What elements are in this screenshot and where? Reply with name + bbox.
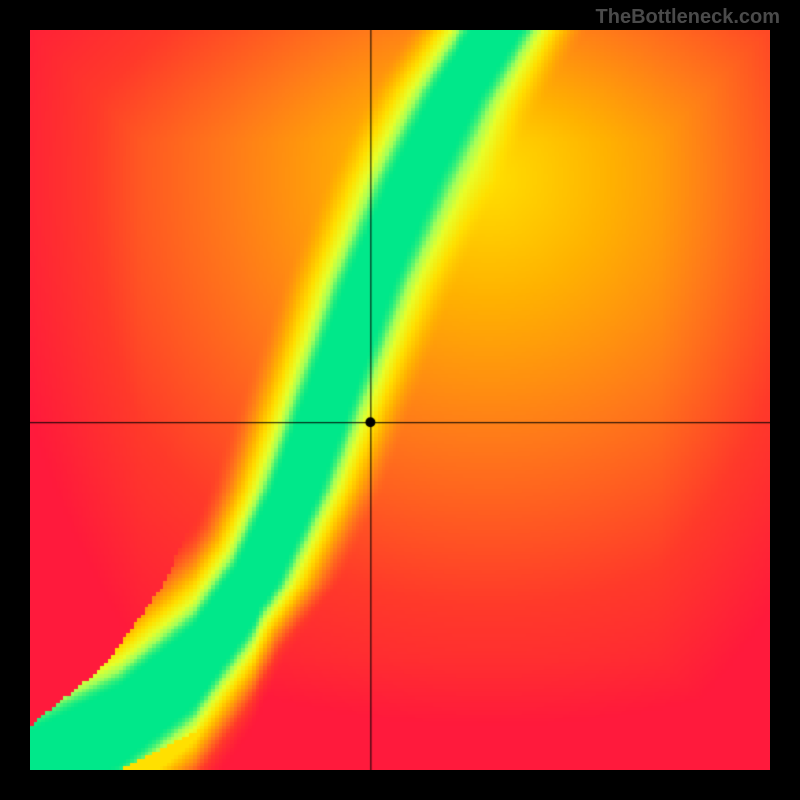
watermark-text: TheBottleneck.com <box>596 6 780 29</box>
plot-area <box>30 30 770 770</box>
chart-container: TheBottleneck.com <box>0 0 800 800</box>
heatmap-canvas <box>30 30 770 770</box>
